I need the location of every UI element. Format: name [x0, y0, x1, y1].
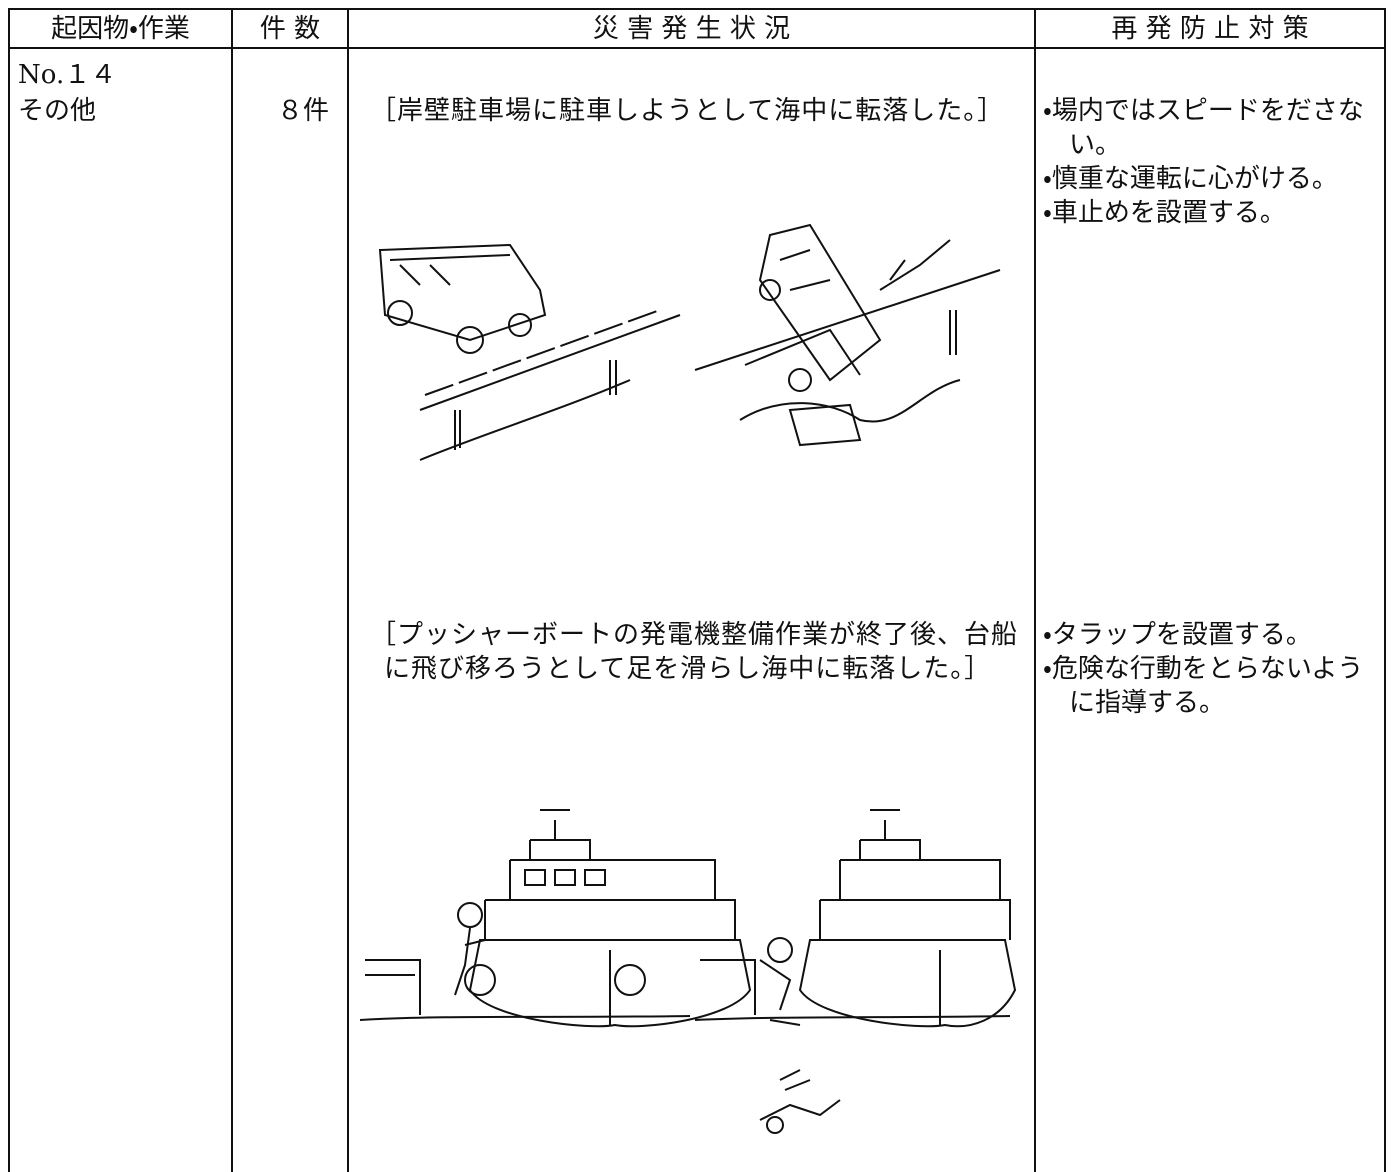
measure: ・車止めを設置する。: [1043, 198, 1286, 228]
table-border: [8, 8, 1385, 10]
measure-list: ・タラップを設置する。 ・危険な行動をとらないように指導する。: [1043, 618, 1378, 720]
table-border: [347, 8, 349, 1172]
measure-list: ・場内ではスピードをださない。 ・慎重な運転に心がける。 ・車止めを設置する。: [1043, 94, 1378, 230]
table-border: [231, 8, 233, 1172]
table-border: [8, 47, 1385, 49]
incident-description: ［岸壁駐車場に駐車しようとして海中に転落した。］: [370, 96, 1005, 126]
measure: ・慎重な運転に心がける。: [1043, 164, 1338, 194]
header-cell: 災 害 発 生 状 況: [592, 14, 791, 44]
incident-description: ［プッシャーボートの発電機整備作業が終了後、台船に飛び移ろうとして足を滑らし海中…: [370, 620, 1019, 684]
row-number: No.１４: [18, 60, 117, 90]
header-cell: 再 発 防 止 対 策: [1111, 14, 1309, 44]
table-border: [1034, 8, 1036, 1172]
illustration-van: [378, 223, 1001, 461]
measure: ・危険な行動をとらないように指導する。: [1043, 654, 1364, 718]
illustration-boat: [360, 809, 1017, 1134]
header-cell: 件 数: [259, 14, 321, 44]
count: ８件: [276, 96, 329, 126]
header-cell: 起因物・作業: [51, 14, 190, 44]
cause: その他: [18, 96, 97, 126]
measure: ・場内ではスピードをださない。: [1043, 96, 1364, 160]
measure: ・タラップを設置する。: [1043, 620, 1312, 650]
table-border: [8, 8, 10, 1172]
table-border: [1384, 8, 1386, 1172]
